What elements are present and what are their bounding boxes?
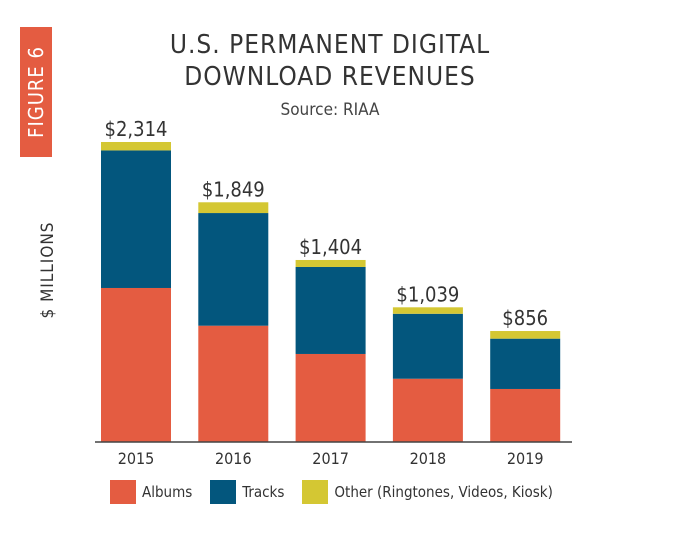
legend-label: Tracks bbox=[242, 483, 285, 501]
total-label-2015: $2,314 bbox=[105, 117, 168, 141]
bar-segment-albums-2018 bbox=[392, 378, 463, 442]
bar-segment-albums-2016 bbox=[198, 325, 269, 442]
bar-segment-other-2015 bbox=[101, 142, 171, 151]
x-tick-label-2019: 2019 bbox=[507, 449, 544, 468]
legend-item-albums: Albums bbox=[110, 480, 192, 504]
legend-swatch bbox=[302, 480, 329, 504]
x-tick-label-2016: 2016 bbox=[215, 449, 252, 468]
x-tick-label-2018: 2018 bbox=[410, 449, 447, 468]
total-label-2017: $1,404 bbox=[299, 235, 362, 259]
bar-segment-other-2016 bbox=[198, 202, 269, 214]
legend-swatch bbox=[210, 480, 237, 504]
figure-tab: FIGURE 6 bbox=[20, 27, 52, 157]
legend-item-other: Other (Ringtones, Videos, Kiosk) bbox=[302, 480, 553, 504]
chart-title-line-1: U.S. PERMANENT DIGITAL bbox=[169, 30, 491, 60]
chart-title-line-2: DOWNLOAD REVENUES bbox=[184, 62, 476, 92]
bar-segment-other-2017 bbox=[295, 259, 366, 267]
legend: Albums Tracks Other (Ringtones, Videos, Ki… bbox=[110, 480, 571, 504]
legend-label: Albums bbox=[142, 483, 193, 501]
bar-segment-tracks-2016 bbox=[198, 213, 269, 326]
legend-label: Other (Ringtones, Videos, Kiosk) bbox=[334, 483, 553, 501]
bar-segment-albums-2015 bbox=[101, 287, 171, 442]
bar-segment-tracks-2017 bbox=[295, 266, 366, 354]
total-label-2018: $1,039 bbox=[396, 282, 459, 306]
bar-segment-other-2018 bbox=[392, 307, 463, 314]
bar-segment-tracks-2019 bbox=[490, 338, 561, 389]
bar-segment-tracks-2015 bbox=[101, 150, 171, 288]
bar-segment-albums-2019 bbox=[490, 388, 561, 442]
bar-segment-tracks-2018 bbox=[392, 313, 463, 379]
x-tick-label-2017: 2017 bbox=[312, 449, 349, 468]
legend-swatch bbox=[110, 480, 136, 504]
chart-subtitle: Source: RIAA bbox=[280, 100, 380, 120]
total-label-2016: $1,849 bbox=[202, 177, 265, 201]
total-label-2019: $856 bbox=[502, 306, 548, 330]
bar-segment-albums-2017 bbox=[295, 353, 366, 442]
x-tick-label-2015: 2015 bbox=[118, 449, 155, 468]
legend-item-tracks: Tracks bbox=[210, 480, 284, 504]
bar-segment-other-2019 bbox=[490, 331, 561, 339]
